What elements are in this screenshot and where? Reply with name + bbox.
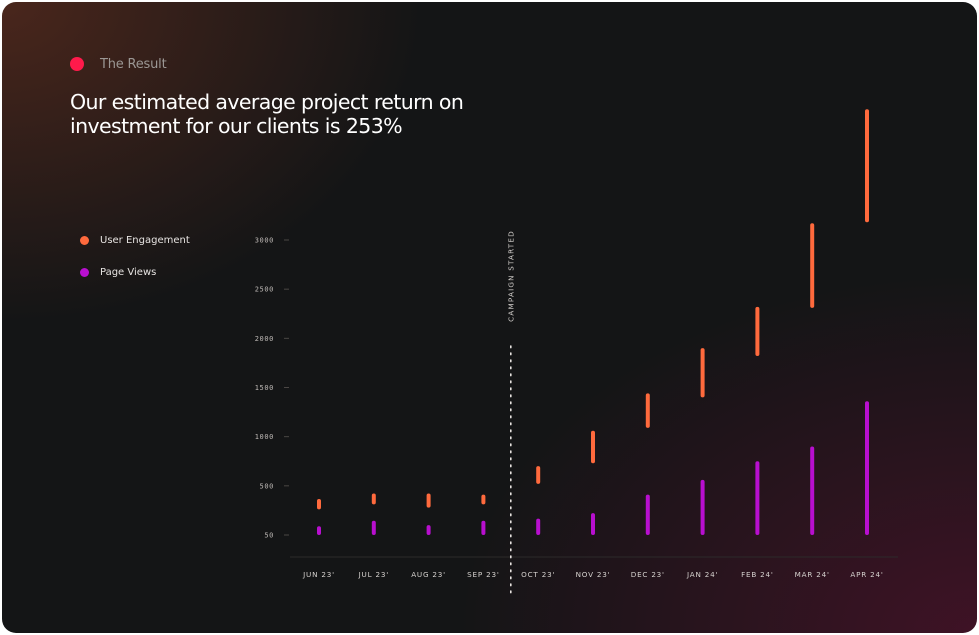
y-tick-label: 50 <box>264 532 274 540</box>
y-tick-label: 3000 <box>255 237 274 245</box>
x-tick-label: AUG 23' <box>411 570 446 579</box>
y-tick-label: 500 <box>260 482 274 490</box>
page-views-bar <box>536 518 541 535</box>
user-engagement-bar <box>700 348 705 398</box>
y-tick-label: 2500 <box>255 286 274 294</box>
x-tick-label: MAR 24' <box>795 570 830 579</box>
user-engagement-bar <box>371 493 376 505</box>
accent-dot-icon <box>70 57 84 71</box>
user-engagement-bar <box>317 498 321 510</box>
x-tick-label: APR 24' <box>850 570 883 579</box>
user-engagement-bar <box>755 306 760 357</box>
eyebrow: The Result <box>70 54 167 74</box>
eyebrow-label: The Result <box>100 56 167 72</box>
legend-item-user-engagement: User Engagement <box>80 231 190 249</box>
x-tick-label: OCT 23' <box>521 570 555 579</box>
page-views-bar <box>865 401 869 535</box>
page-views-bar <box>700 479 705 535</box>
y-tick-label: 2000 <box>255 335 274 343</box>
campaign-started-label: CAMPAIGN STARTED <box>506 230 515 322</box>
page-views-bar <box>481 520 486 535</box>
legend-swatch-user-engagement <box>80 235 89 245</box>
page-title: Our estimated average project return on … <box>70 90 464 138</box>
page-views-bar <box>371 520 376 535</box>
x-tick-label: FEB 24' <box>741 570 774 579</box>
user-engagement-bar <box>536 466 541 484</box>
page-views-bar <box>317 526 321 535</box>
page-views-bar <box>755 461 760 535</box>
x-tick-label: SEP 23' <box>467 570 499 579</box>
y-tick-label: 1000 <box>255 433 274 441</box>
user-engagement-bar <box>865 109 869 223</box>
x-tick-label: JAN 24' <box>686 570 718 579</box>
page-views-bar <box>591 513 595 535</box>
page-views-bar <box>645 494 650 535</box>
x-tick-label: NOV 23' <box>576 570 611 579</box>
legend-label-user-engagement: User Engagement <box>100 234 190 246</box>
user-engagement-bar <box>591 430 595 464</box>
user-engagement-bar <box>481 494 486 505</box>
y-tick-label: 1500 <box>255 384 274 392</box>
user-engagement-bar <box>810 223 815 308</box>
chart-legend: User Engagement Page Views <box>80 231 190 295</box>
x-tick-label: JUN 23' <box>302 570 335 579</box>
page-views-bar <box>426 525 431 535</box>
legend-swatch-page-views <box>80 267 89 277</box>
x-tick-label: DEC 23' <box>631 570 665 579</box>
legend-label-page-views: Page Views <box>100 266 157 278</box>
user-engagement-bar <box>645 393 650 428</box>
page-views-bar <box>810 446 815 535</box>
x-tick-label: JUL 23' <box>358 570 389 579</box>
legend-item-page-views: Page Views <box>80 263 190 281</box>
user-engagement-bar <box>426 493 431 508</box>
